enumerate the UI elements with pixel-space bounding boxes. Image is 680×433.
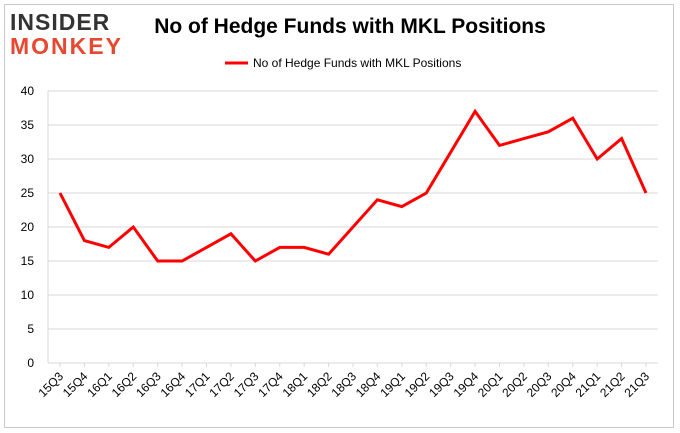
x-tick-label: 19Q2	[402, 369, 433, 400]
x-tick-labels: 15Q315Q416Q116Q216Q316Q417Q117Q217Q317Q4…	[35, 369, 652, 400]
logo-word-insider: INSIDER	[10, 9, 111, 35]
x-tick-label: 17Q3	[231, 369, 262, 400]
y-tick-label: 35	[21, 118, 35, 132]
x-tick-label: 20Q3	[524, 369, 555, 400]
x-tick-label: 18Q4	[353, 369, 384, 400]
x-tick-label: 18Q3	[328, 369, 359, 400]
x-tick-label: 15Q4	[60, 369, 91, 400]
x-tick-label: 18Q1	[280, 369, 311, 400]
y-tick-labels: 0 5 10 15 20 25 30 35 40	[21, 84, 35, 370]
y-tick-label: 25	[21, 186, 35, 200]
y-tick-label: 20	[21, 220, 35, 234]
x-tick-label: 20Q1	[475, 369, 506, 400]
legend: No of Hedge Funds with MKL Positions	[225, 56, 461, 70]
y-tick-label: 40	[21, 84, 35, 98]
chart-title: No of Hedge Funds with MKL Positions	[154, 15, 546, 38]
x-tick-label: 21Q2	[597, 369, 628, 400]
y-tick-label: 10	[21, 288, 35, 302]
x-tick-label: 16Q4	[158, 369, 189, 400]
y-tick-label: 5	[27, 322, 34, 336]
y-tick-label: 30	[21, 152, 35, 166]
x-tick-label: 15Q3	[35, 369, 66, 400]
y-tick-label: 15	[21, 254, 35, 268]
series-line-0	[58, 108, 648, 263]
x-tick-label: 16Q2	[109, 369, 140, 400]
logo-word-monkey: MONKEY	[10, 33, 123, 59]
x-tick-label: 20Q4	[548, 369, 579, 400]
x-tick-label: 17Q4	[255, 369, 286, 400]
chart-frame	[4, 4, 674, 428]
x-tick-label: 18Q2	[304, 369, 335, 400]
y-tick-label: 0	[27, 356, 34, 370]
x-tick-label: 17Q2	[206, 369, 237, 400]
x-tick-label: 21Q1	[573, 369, 604, 400]
x-tick-label: 19Q4	[451, 369, 482, 400]
x-tick-label: 17Q1	[182, 369, 213, 400]
x-tick-label: 20Q2	[499, 369, 530, 400]
series-group	[58, 108, 648, 263]
axes	[47, 91, 658, 367]
insider-monkey-logo: INSIDER MONKEY	[10, 9, 128, 59]
x-tick-label: 19Q1	[377, 369, 408, 400]
x-tick-label: 21Q3	[621, 369, 652, 400]
legend-label: No of Hedge Funds with MKL Positions	[253, 56, 461, 70]
gridlines	[48, 90, 658, 330]
x-tick-label: 19Q3	[426, 369, 457, 400]
x-tick-label: 16Q1	[84, 369, 115, 400]
x-tick-label: 16Q3	[133, 369, 164, 400]
